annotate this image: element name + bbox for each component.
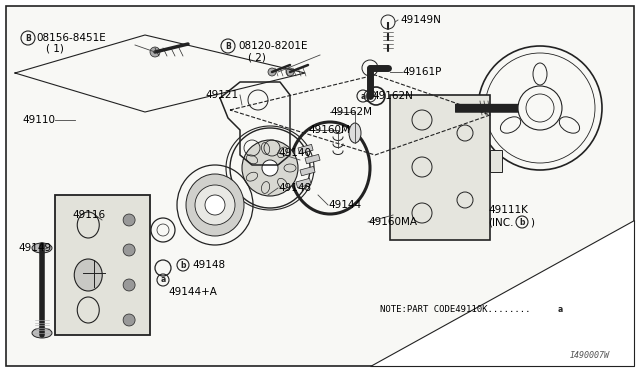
Ellipse shape: [261, 142, 269, 154]
Circle shape: [123, 244, 135, 256]
Text: 49148: 49148: [192, 260, 225, 270]
Circle shape: [150, 47, 160, 57]
Circle shape: [195, 185, 235, 225]
Ellipse shape: [74, 259, 102, 291]
Bar: [305, 154, 320, 164]
Text: I490007W: I490007W: [570, 350, 610, 359]
Text: (INC.: (INC.: [488, 217, 513, 227]
Bar: [296, 179, 311, 188]
Ellipse shape: [32, 243, 52, 253]
Text: a: a: [557, 305, 563, 314]
Ellipse shape: [246, 172, 258, 181]
Ellipse shape: [32, 328, 52, 338]
Ellipse shape: [349, 123, 361, 143]
Circle shape: [242, 140, 298, 196]
Text: 49161P: 49161P: [402, 67, 442, 77]
Ellipse shape: [278, 147, 287, 158]
Text: NOTE:PART CODE49110K........: NOTE:PART CODE49110K........: [380, 305, 531, 314]
Text: 49111K: 49111K: [488, 205, 528, 215]
Bar: [490, 150, 502, 172]
Circle shape: [123, 214, 135, 226]
Text: B: B: [25, 33, 31, 42]
Circle shape: [205, 195, 225, 215]
Bar: [390, 95, 490, 240]
Text: a: a: [161, 276, 166, 285]
Text: b: b: [519, 218, 525, 227]
Circle shape: [123, 314, 135, 326]
Text: ): ): [530, 217, 534, 227]
Circle shape: [286, 68, 294, 76]
Polygon shape: [370, 220, 634, 366]
Text: 49121: 49121: [205, 90, 238, 100]
Text: 49160MA: 49160MA: [368, 217, 417, 227]
Text: ( 1): ( 1): [46, 43, 64, 53]
Bar: [300, 166, 315, 176]
Text: b: b: [180, 260, 186, 269]
Text: 49144: 49144: [328, 200, 361, 210]
Text: 49116: 49116: [72, 210, 105, 220]
Ellipse shape: [246, 155, 258, 164]
Ellipse shape: [278, 178, 287, 189]
Text: 49144+A: 49144+A: [168, 287, 217, 297]
Bar: [298, 144, 313, 154]
Circle shape: [262, 160, 278, 176]
Circle shape: [123, 279, 135, 291]
Text: ( 2): ( 2): [248, 52, 266, 62]
Text: 49110: 49110: [22, 115, 55, 125]
Bar: [55, 195, 150, 335]
Text: 08156-8451E: 08156-8451E: [36, 33, 106, 43]
Text: a: a: [360, 92, 365, 100]
Ellipse shape: [284, 164, 296, 172]
Text: 49148: 49148: [278, 183, 311, 193]
Text: 49162N: 49162N: [372, 91, 413, 101]
Text: 49149: 49149: [18, 243, 51, 253]
Text: 49162M: 49162M: [330, 107, 372, 117]
Text: 08120-8201E: 08120-8201E: [238, 41, 307, 51]
Text: B: B: [225, 42, 231, 51]
Text: 49160M: 49160M: [308, 125, 350, 135]
Text: 49140: 49140: [278, 148, 311, 158]
Ellipse shape: [186, 174, 244, 236]
Circle shape: [268, 68, 276, 76]
Ellipse shape: [261, 182, 269, 193]
Text: 49149N: 49149N: [400, 15, 441, 25]
